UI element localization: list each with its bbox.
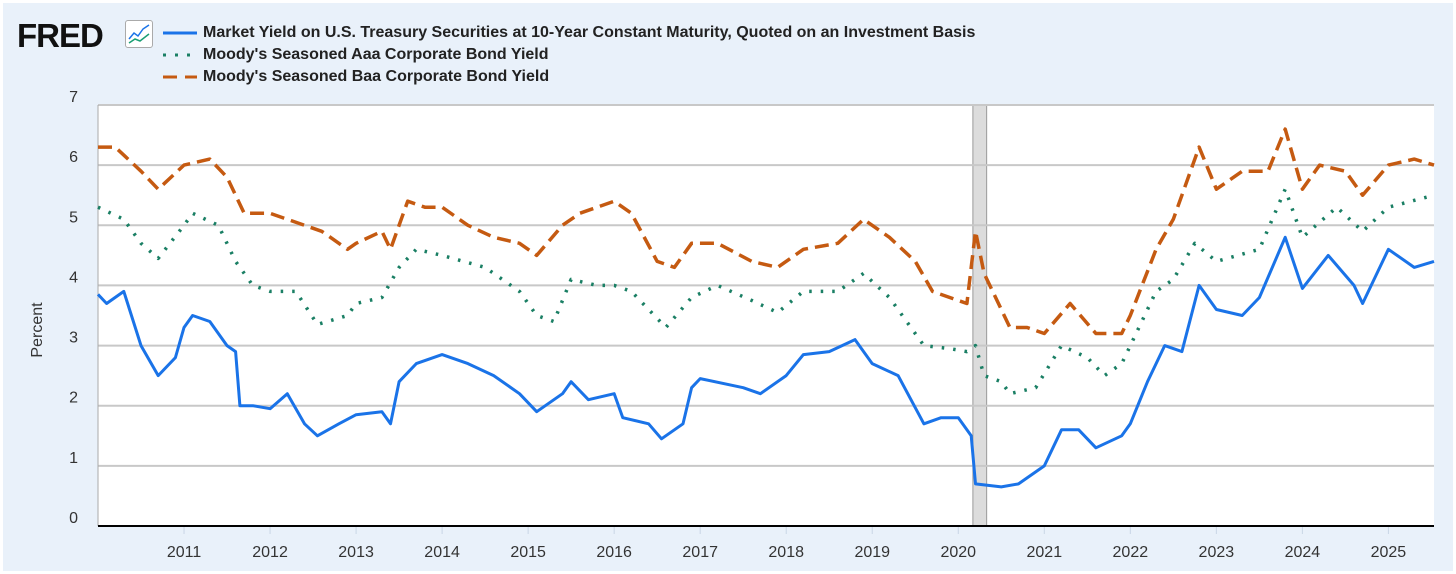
- series-line-1: [97, 187, 1435, 396]
- x-tick-label: 2020: [940, 544, 976, 561]
- y-tick-label: 7: [69, 89, 78, 106]
- y-tick-label: 0: [69, 510, 78, 527]
- series-line-0: [96, 235, 1435, 489]
- x-tick-label: 2014: [424, 544, 460, 561]
- x-tick-label: 2022: [1113, 544, 1149, 561]
- x-tick-label: 2021: [1027, 544, 1063, 561]
- plot-area: [98, 105, 1434, 526]
- legend-label: Moody's Seasoned Aaa Corporate Bond Yiel…: [203, 46, 549, 63]
- y-tick-label: 1: [69, 450, 78, 467]
- legend-label: Moody's Seasoned Baa Corporate Bond Yiel…: [203, 68, 550, 85]
- x-tick-label: 2025: [1371, 544, 1407, 561]
- legend-swatch-solid: [163, 31, 197, 35]
- y-tick-label: 4: [69, 269, 78, 286]
- y-tick-label: 3: [69, 330, 78, 347]
- x-tick-label: 2017: [682, 544, 718, 561]
- x-tick-label: 2023: [1199, 544, 1235, 561]
- chart-trend-icon: [125, 20, 153, 48]
- y-tick-label: 2: [69, 390, 78, 407]
- series-line-2: [98, 127, 1435, 336]
- legend-item-treasury: Market Yield on U.S. Treasury Securities…: [163, 22, 975, 44]
- x-tick-label: 2019: [854, 544, 890, 561]
- x-tick-label: 2011: [167, 544, 202, 561]
- y-axis-label: Percent: [29, 302, 46, 358]
- x-tick-label: 2016: [596, 544, 632, 561]
- legend-item-aaa: Moody's Seasoned Aaa Corporate Bond Yiel…: [163, 44, 975, 66]
- x-tick-label: 2024: [1285, 544, 1321, 561]
- legend-label: Market Yield on U.S. Treasury Securities…: [203, 24, 976, 41]
- x-tick-label: 2015: [510, 544, 546, 561]
- x-tick-label: 2013: [338, 544, 374, 561]
- y-tick-label: 6: [69, 149, 78, 166]
- fred-logo: FRED: [17, 17, 104, 54]
- x-tick-label: 2018: [768, 544, 804, 561]
- legend-item-baa: Moody's Seasoned Baa Corporate Bond Yiel…: [163, 66, 975, 88]
- legend: Market Yield on U.S. Treasury Securities…: [163, 22, 975, 88]
- y-tick-label: 5: [69, 209, 78, 226]
- x-tick-label: 2012: [252, 544, 288, 561]
- legend-swatch-dashed: [163, 75, 197, 79]
